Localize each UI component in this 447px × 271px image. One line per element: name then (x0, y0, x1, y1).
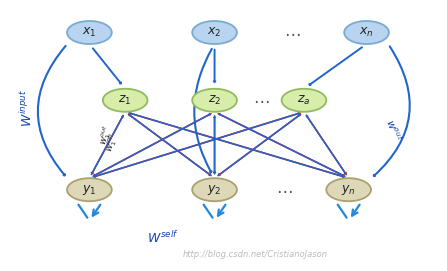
Text: $y_{n}$: $y_{n}$ (342, 183, 356, 197)
Text: $w_1^{out}$: $w_1^{out}$ (96, 124, 116, 147)
Text: $x_{n}$: $x_{n}$ (359, 26, 374, 39)
Ellipse shape (192, 21, 237, 44)
Ellipse shape (282, 89, 326, 112)
Text: $y_{2}$: $y_{2}$ (207, 183, 222, 197)
Text: $z_{a}$: $z_{a}$ (297, 94, 311, 107)
Ellipse shape (192, 89, 237, 112)
Text: $w_1^{inh}$: $w_1^{inh}$ (102, 131, 122, 154)
Ellipse shape (326, 178, 371, 201)
Text: http://blog.csdn.net/CristianoJason: http://blog.csdn.net/CristianoJason (182, 250, 327, 259)
Ellipse shape (192, 178, 237, 201)
Text: $z_{2}$: $z_{2}$ (208, 94, 221, 107)
Ellipse shape (67, 21, 112, 44)
Ellipse shape (103, 89, 148, 112)
Text: $x_{1}$: $x_{1}$ (82, 26, 97, 39)
Text: $\cdots$: $\cdots$ (253, 91, 270, 109)
Text: $z_{1}$: $z_{1}$ (118, 94, 132, 107)
Ellipse shape (344, 21, 389, 44)
Text: $W^{self}$: $W^{self}$ (147, 231, 179, 246)
Text: $\cdots$: $\cdots$ (275, 181, 292, 199)
Text: $\cdots$: $\cdots$ (284, 24, 301, 41)
Text: $x_{2}$: $x_{2}$ (207, 26, 222, 39)
Text: $y_{1}$: $y_{1}$ (82, 183, 97, 197)
Text: $W^{input}$: $W^{input}$ (19, 89, 35, 127)
Ellipse shape (67, 178, 112, 201)
Text: $w^{out}$: $w^{out}$ (383, 117, 404, 143)
